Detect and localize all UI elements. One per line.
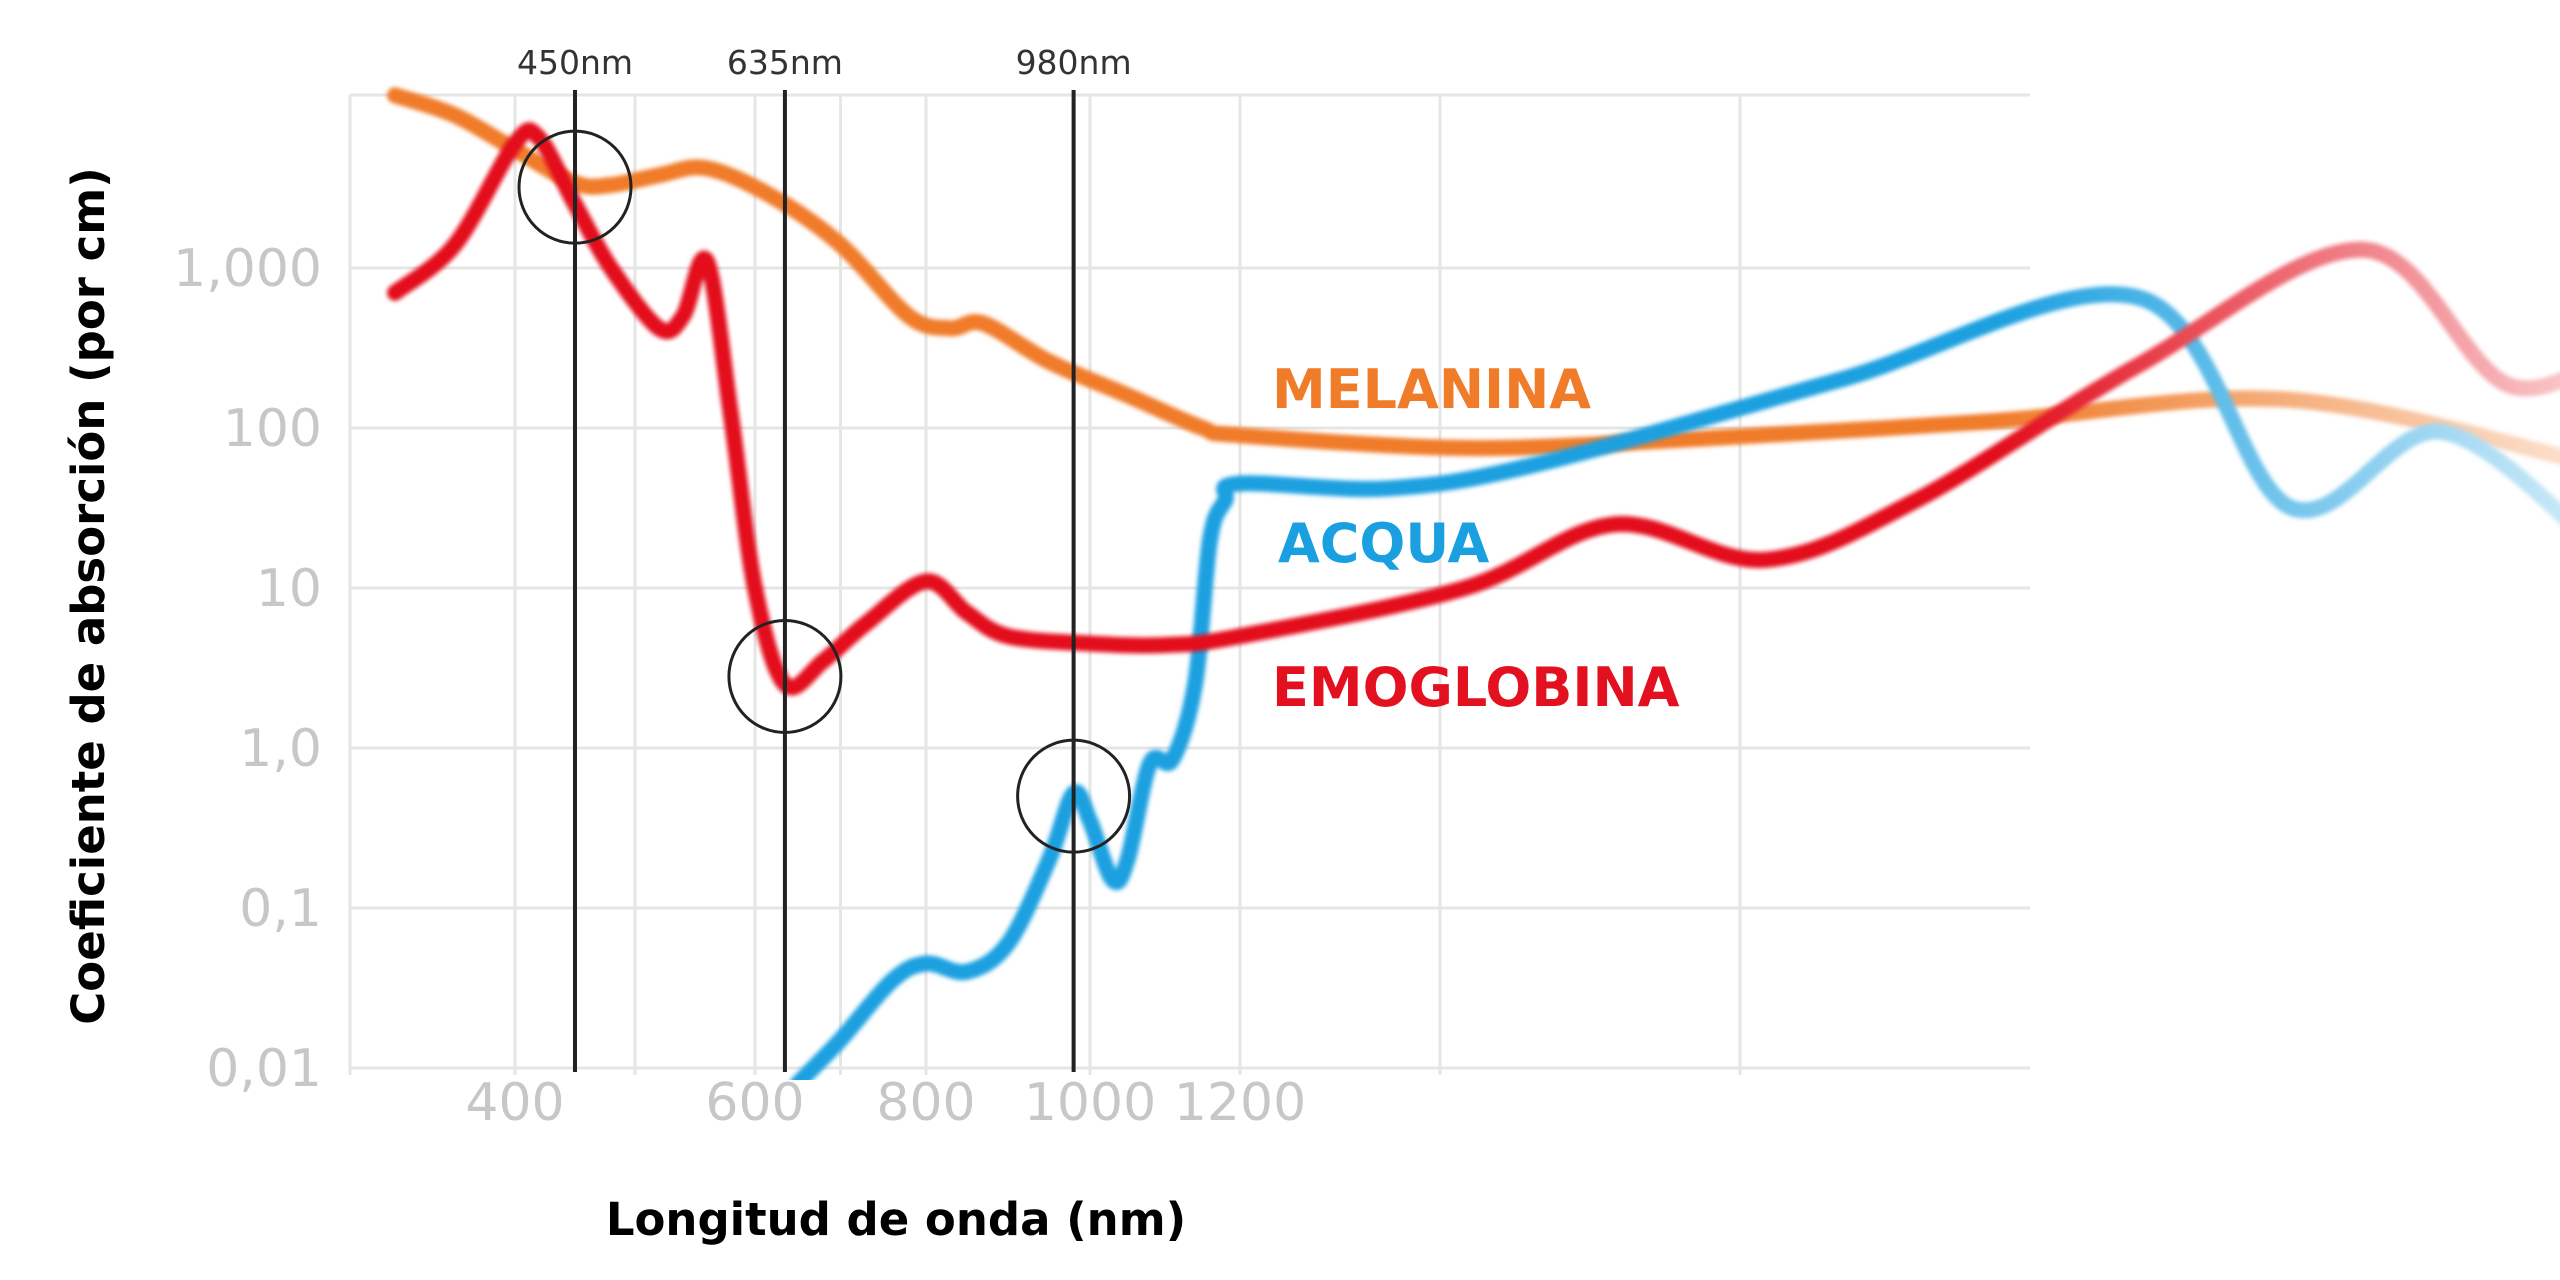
marker-highlight-circle [517,129,633,245]
x-tick-label: 400 [465,1073,564,1133]
y-tick-label: 1,000 [173,239,322,299]
series-line-emoglobina [387,122,2560,696]
marker-label: 635nm [727,43,843,82]
series-label-acqua: ACQUA [1278,512,1490,575]
x-tick-label: 1000 [1024,1073,1156,1133]
wavelength-markers: 450nm 635nm 980nm [517,43,1132,1072]
y-tick-label: 0,01 [206,1039,322,1099]
series-line-acqua [790,286,2560,1080]
tick-labels: 400 600 800 1000 1200 0,01 0,1 1,0 10 100 1,000 [173,239,1306,1133]
x-tick-label: 600 [705,1073,804,1133]
series-group [387,87,2560,1080]
y-tick-label: 0,1 [239,879,322,939]
marker-label: 450nm [517,43,633,82]
y-tick-label: 1,0 [239,719,322,779]
marker-highlight-circle [727,618,843,734]
y-tick-label: 10 [256,559,322,619]
x-axis-title: Longitud de onda (nm) [606,1193,1186,1246]
marker-label: 980nm [1016,43,1132,82]
x-tick-label: 800 [876,1073,975,1133]
marker-highlight-circle [1016,738,1132,854]
y-tick-label: 100 [223,399,322,459]
series-label-emoglobina: EMOGLOBINA [1272,656,1680,719]
series-line-melanina [387,87,2560,465]
series-label-melanina: MELANINA [1272,358,1591,421]
x-tick-label: 1200 [1174,1073,1306,1133]
y-axis-title: Coeficiente de absorción (por cm) [62,167,115,1024]
